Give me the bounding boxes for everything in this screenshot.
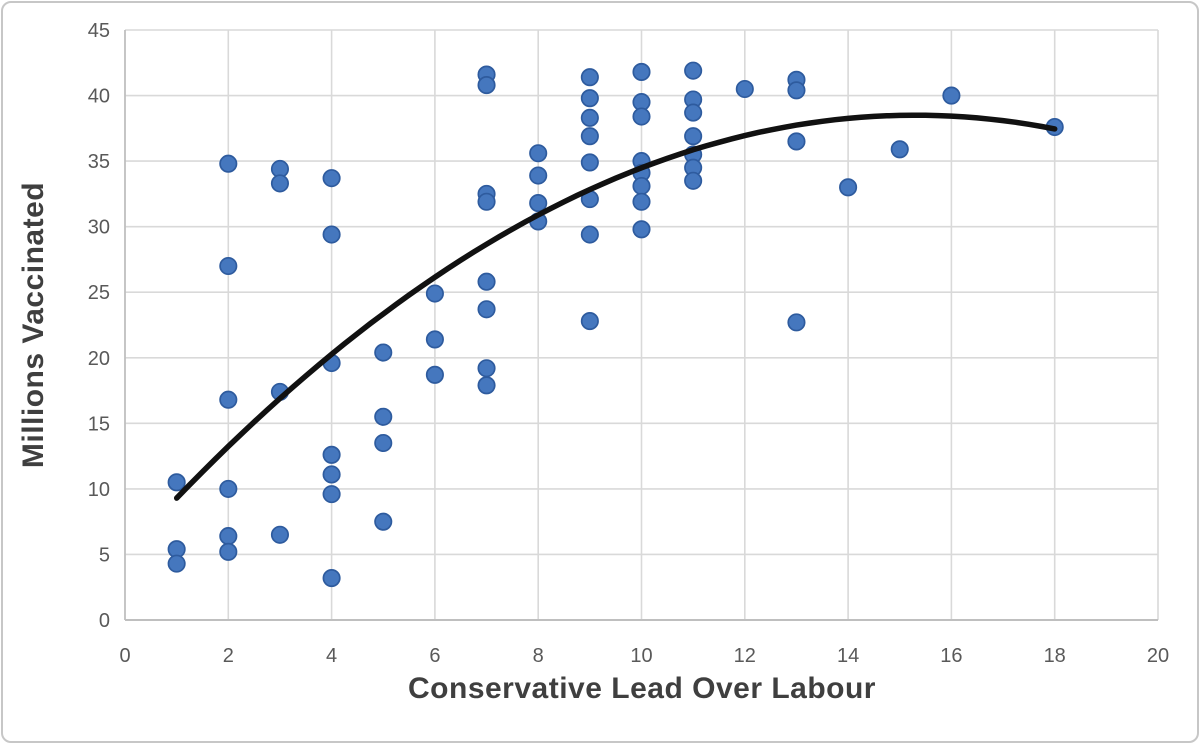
data-point [735,79,754,99]
data-point [322,445,341,464]
data-point [219,390,238,409]
y-axis-tick-label: 40 [88,86,110,108]
tick-labels: 0 2 4 6 8 10 12 14 16 18 20 0 5 10 15 20 25 30 35 40 45 [88,20,1169,667]
x-axis-tick-label: 2 [223,645,234,667]
y-axis-tick-label: 30 [88,217,110,239]
y-axis-tick-label: 10 [88,479,110,501]
data-point [632,176,651,196]
data-point [374,433,393,453]
data-point [219,154,238,173]
trendline-group [173,112,1058,501]
data-point [580,127,599,146]
data-point [580,89,599,108]
data-point [787,81,806,100]
y-axis-tick-label: 45 [88,20,110,42]
data-point [684,61,703,80]
data-point [890,140,909,159]
data-point [322,568,341,588]
data-point [632,107,651,126]
y-axis-tick-label: 15 [88,413,110,435]
data-point [270,525,289,544]
x-axis-tick-label: 18 [1044,645,1066,667]
x-axis-tick-label: 4 [326,645,337,667]
data-point [425,365,444,384]
data-point [580,153,599,172]
data-point [167,554,186,573]
x-axis-tick-label: 14 [837,645,859,667]
y-axis-tick-label: 20 [88,348,110,370]
data-point [374,512,393,531]
data-point [322,169,341,188]
scatter-points [167,61,1064,588]
y-axis-tick-label: 25 [88,282,110,304]
y-axis-tick-label: 5 [99,544,110,566]
x-axis-tick-label: 0 [119,645,130,667]
y-axis-title: Millions Vaccinated [17,181,50,469]
data-point [529,194,548,213]
trendline-curve [173,112,1058,501]
data-point [477,192,496,211]
data-point [219,527,238,546]
x-axis-title: Conservative Lead Over Labour [408,672,876,705]
data-point [580,108,599,127]
data-point [219,256,238,276]
data-point [270,174,289,193]
data-point [374,407,393,426]
data-point [787,132,806,151]
data-point [684,171,703,190]
data-point [219,479,238,498]
data-point [529,166,548,185]
data-point [374,343,393,362]
data-point [477,359,496,378]
axis-lines [124,30,1158,621]
data-point [322,485,341,504]
data-point [167,473,186,492]
data-point [787,313,806,332]
data-point [477,272,496,291]
x-axis-tick-label: 20 [1147,645,1169,667]
data-point [477,300,496,319]
data-point [529,144,548,163]
data-point [839,178,858,197]
x-axis-tick-label: 8 [533,645,544,667]
data-point [580,225,599,244]
data-point [684,103,703,122]
data-point [425,330,444,349]
y-axis-tick-label: 35 [88,151,110,173]
data-point [684,127,703,146]
data-point [425,284,444,303]
y-axis-tick-label: 0 [99,610,110,632]
data-point [322,225,341,244]
data-point [477,376,496,395]
x-axis-tick-label: 16 [940,645,962,667]
data-point [632,220,651,239]
data-point [580,312,599,331]
x-axis-tick-label: 10 [630,645,652,667]
data-point [942,86,961,105]
data-point [219,542,238,561]
x-axis-tick-label: 6 [429,645,440,667]
data-point [477,76,496,95]
data-point [322,465,341,484]
data-point [632,62,651,82]
x-axis-tick-label: 12 [734,645,756,667]
data-point [632,192,651,211]
data-point [580,68,599,87]
